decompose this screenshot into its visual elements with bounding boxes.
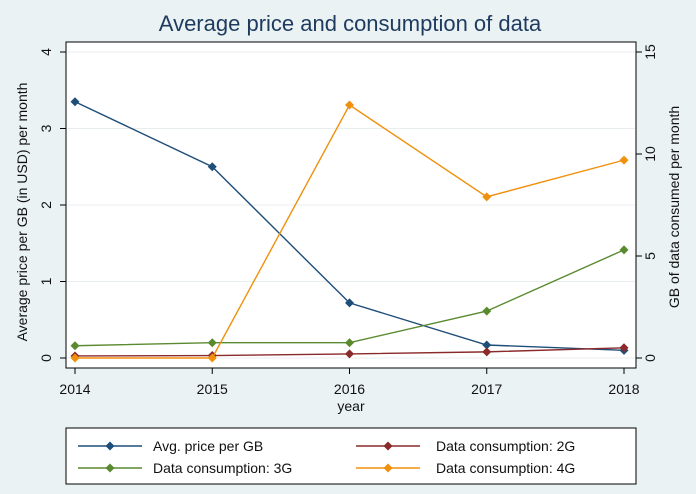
legend-swatch-marker [105,463,115,473]
series-point [70,97,80,107]
series-point [619,343,629,353]
series-layer [70,97,629,363]
legend-box [65,427,637,485]
series-point [70,353,80,363]
right-tick-label: 15 [642,44,658,60]
x-tick-label: 2017 [471,381,502,397]
series-point [207,338,217,348]
legend-item: Data consumption: 3G [78,460,292,476]
legend-label: Data consumption: 2G [436,438,575,454]
legend-swatch-marker [383,441,393,451]
series-point [482,306,492,316]
right-tick-label: 10 [642,146,658,162]
legend-label: Data consumption: 3G [153,460,292,476]
right-tick-label: 0 [642,354,658,362]
series-point [345,298,354,308]
right-axis-title: GB of data consumed per month [666,106,682,308]
legend-swatch-marker [383,463,393,473]
series-point [482,347,492,357]
left-axis-title: Average price per GB (in USD) per month [14,83,30,342]
series-point [619,155,629,165]
x-axis: 2014 2015 2016 2017 2018 [59,368,640,397]
legend: Avg. price per GB Data consumption: 2G Dat… [78,438,575,476]
series-point [482,340,492,350]
chart-title: Average price and consumption of data [159,11,542,36]
series-point [207,162,217,172]
legend-swatch-marker [105,441,115,451]
series-2 [70,245,629,351]
series-point [207,353,217,363]
x-tick-label: 2016 [334,381,365,397]
right-tick-label: 5 [642,252,658,260]
series-point [482,192,492,202]
series-3 [70,100,629,363]
right-axis: 0 5 10 15 [636,44,658,362]
legend-item: Avg. price per GB [78,438,263,454]
series-point [345,349,354,359]
left-tick-label: 4 [38,48,54,56]
x-tick-label: 2018 [608,381,639,397]
left-tick-label: 2 [38,201,54,209]
legend-label: Data consumption: 4G [436,460,575,476]
x-axis-title: year [337,398,365,414]
series-point [345,338,354,348]
series-0 [70,97,629,355]
x-tick-label: 2015 [197,381,228,397]
series-point [70,341,80,351]
series-point [345,100,354,110]
left-tick-label: 1 [38,277,54,285]
series-point [619,245,629,255]
legend-label: Avg. price per GB [153,438,263,454]
left-tick-label: 0 [38,354,54,362]
legend-item: Data consumption: 4G [356,460,575,476]
left-axis: 0 1 2 3 4 [38,48,66,362]
left-tick-label: 3 [38,124,54,132]
x-tick-label: 2014 [59,381,90,397]
legend-item: Data consumption: 2G [356,438,575,454]
